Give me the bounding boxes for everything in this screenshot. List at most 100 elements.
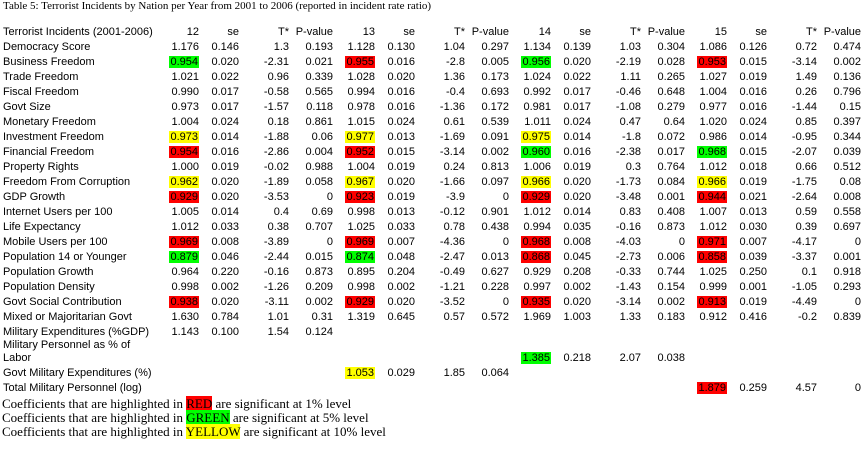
empty-cell (201, 380, 241, 395)
cell: 0.072 (657, 131, 685, 143)
cell: 0.001 (657, 191, 685, 203)
row-label: Govt Size (3, 101, 51, 113)
cell: 0.020 (387, 71, 415, 83)
header-cell: 13 (362, 26, 375, 38)
cell: 0.981 (523, 101, 551, 113)
cell: 0.968 (687, 144, 729, 159)
note-text: are significant at 5% level (229, 410, 369, 425)
empty-cell (417, 324, 467, 339)
cell: 0.019 (739, 296, 767, 308)
highlighted-value: 0.923 (345, 191, 375, 203)
cell: 0.021 (305, 56, 333, 68)
cell: 0.339 (305, 71, 333, 83)
cell: 0.014 (563, 206, 591, 218)
highlighted-value: 0.868 (521, 251, 551, 263)
highlighted-value: 0.944 (697, 191, 727, 203)
cell: 0.001 (739, 281, 767, 293)
cell: 0 (854, 382, 861, 394)
cell: 0.259 (739, 382, 767, 394)
row-label: Mixed or Majoritarian Govt (3, 311, 132, 323)
cell: 0.005 (481, 56, 509, 68)
cell: 0.697 (833, 221, 861, 233)
cell: 1.04 (443, 41, 465, 53)
cell: -1.21 (439, 281, 465, 293)
header-cell: 15 (714, 26, 727, 38)
cell: 0.929 (159, 189, 201, 204)
cell: 0.017 (563, 101, 591, 113)
cell: -0.58 (263, 86, 289, 98)
row-label: Life Expectancy (3, 221, 81, 233)
cell: 0.002 (211, 281, 239, 293)
cell: 0.046 (211, 251, 239, 263)
cell: 1.025 (699, 266, 727, 278)
row-label: Trade Freedom (3, 71, 79, 83)
cell: 0.008 (563, 236, 591, 248)
empty-cell (687, 365, 729, 380)
highlighted-value: 0.913 (697, 296, 727, 308)
cell: 0.83 (619, 206, 641, 218)
header-cell: 14 (538, 26, 551, 38)
cell: -1.8 (622, 131, 641, 143)
cell: 1.004 (171, 116, 199, 128)
cell: 0.408 (657, 206, 685, 218)
empty-cell (335, 380, 377, 395)
note-line: Coefficients that are highlighted in YEL… (2, 424, 863, 439)
empty-cell (377, 324, 417, 339)
header-cell: se (403, 26, 415, 38)
empty-cell (335, 339, 377, 365)
cell: 0.015 (387, 146, 415, 158)
cell: 0.938 (159, 294, 201, 309)
cell: 0.707 (305, 221, 333, 233)
empty-cell (511, 365, 553, 380)
cell: 0.813 (481, 161, 509, 173)
cell: 0.218 (563, 352, 591, 364)
note-text: are significant at 1% level (212, 396, 352, 411)
empty-cell (291, 339, 335, 365)
header-cell: T* (806, 26, 817, 38)
cell: 1.024 (523, 71, 551, 83)
highlighted-value: 0.929 (521, 191, 551, 203)
cell: 0.15 (839, 101, 861, 113)
cell: 0.38 (267, 221, 289, 233)
cell: 0.021 (739, 191, 767, 203)
header-cell: P-value (295, 26, 333, 38)
table-row: Business Freedom 0.954 0.020 -2.31 0.021 0.95… (1, 54, 863, 69)
cell: 0.960 (511, 144, 553, 159)
cell: 0.016 (387, 101, 415, 113)
row-label: Population Density (3, 281, 95, 293)
cell: -3.14 (791, 56, 817, 68)
row-label: Business Freedom (3, 56, 95, 68)
cell: 0.796 (833, 86, 861, 98)
cell: 1.134 (523, 41, 551, 53)
cell: 0.017 (563, 86, 591, 98)
cell: 1.01 (267, 311, 289, 323)
cell: 0.1 (801, 266, 817, 278)
row-label: Military Expenditures (%GDP) (3, 326, 150, 338)
cell: 1.385 (511, 339, 553, 365)
cell: 0.784 (211, 311, 239, 323)
empty-cell (553, 365, 593, 380)
cell: 1.020 (699, 116, 727, 128)
highlighted-value: 0.879 (169, 251, 199, 263)
highlighted-value: 0.969 (345, 236, 375, 248)
cell: 0 (502, 191, 509, 203)
cell: 0.964 (171, 266, 199, 278)
highlighted-value: 0.929 (345, 296, 375, 308)
cell: 1.004 (699, 86, 727, 98)
cell: 1.49 (795, 71, 817, 83)
cell: 0.66 (795, 161, 817, 173)
cell: 1.012 (699, 161, 727, 173)
cell: -2.47 (439, 251, 465, 263)
cell: -0.46 (615, 86, 641, 98)
empty-cell (467, 324, 511, 339)
cell: 0.998 (171, 281, 199, 293)
cell: -4.03 (615, 236, 641, 248)
empty-cell (291, 380, 335, 395)
highlighted-value: 0.967 (345, 176, 375, 188)
highlighted-value: 0.968 (521, 236, 551, 248)
table-row: Population Growth 0.964 0.220 -0.16 0.873 0.8… (1, 264, 863, 279)
cell: 1.007 (699, 206, 727, 218)
header-cell: se (227, 26, 239, 38)
cell: 0 (502, 236, 509, 248)
empty-cell (593, 324, 643, 339)
